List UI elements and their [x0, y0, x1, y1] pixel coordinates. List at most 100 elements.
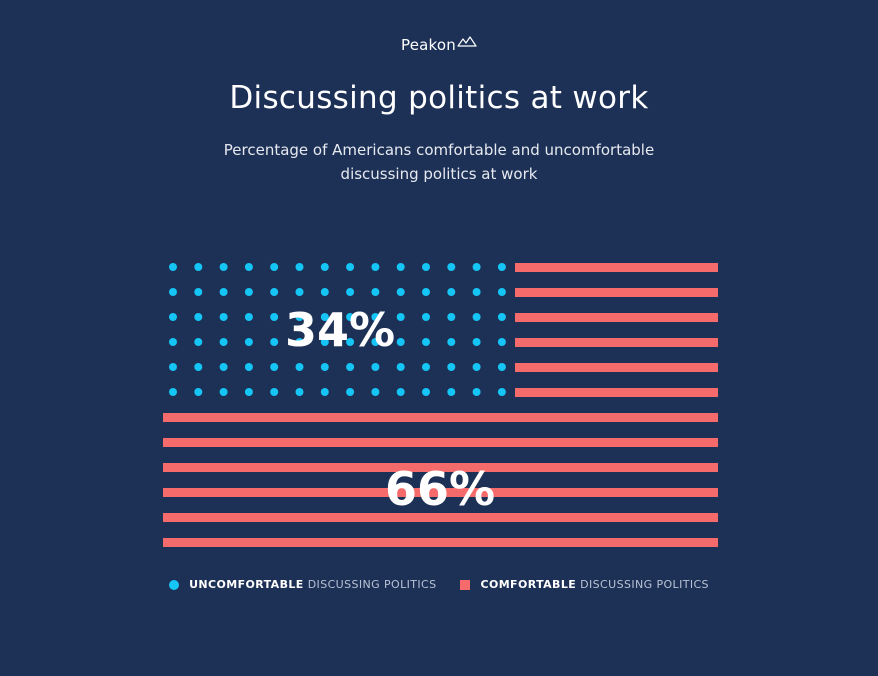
uncomfortable-dot [422, 388, 430, 396]
uncomfortable-dot [447, 313, 456, 321]
uncomfortable-dot [270, 363, 279, 371]
uncomfortable-dot [447, 288, 456, 296]
uncomfortable-dot [447, 338, 456, 346]
uncomfortable-dot [371, 288, 380, 296]
chart-title: Discussing politics at work [229, 80, 649, 116]
uncomfortable-dot [244, 363, 253, 371]
uncomfortable-dot [497, 388, 506, 396]
flag-pictogram: 34% 66% [163, 263, 718, 547]
comfortable-stripe [163, 438, 718, 447]
uncomfortable-dot [244, 313, 253, 321]
comfortable-stripes-group [163, 263, 718, 547]
uncomfortable-dot [396, 313, 405, 321]
comfortable-stripe [163, 488, 718, 497]
uncomfortable-dot [169, 363, 177, 371]
uncomfortable-dot [497, 263, 506, 271]
uncomfortable-dot [295, 288, 304, 296]
chart-subtitle: Percentage of Americans comfortable and … [0, 138, 878, 186]
uncomfortable-dot [346, 388, 355, 396]
comfortable-stripe [163, 513, 718, 522]
uncomfortable-dot [396, 338, 405, 346]
uncomfortable-dot [244, 288, 253, 296]
uncomfortable-dot [346, 263, 355, 271]
uncomfortable-dot [320, 388, 329, 396]
comfortable-stripe [515, 363, 718, 372]
uncomfortable-dot [472, 338, 481, 346]
uncomfortable-dot [270, 338, 279, 346]
uncomfortable-dot [219, 313, 228, 321]
logo-text: Peakon [401, 36, 456, 54]
legend-item-uncomfortable: UNCOMFORTABLE DISCUSSING POLITICS [169, 578, 436, 591]
uncomfortable-dot [219, 338, 228, 346]
uncomfortable-dot [194, 313, 203, 321]
uncomfortable-dot [346, 363, 355, 371]
uncomfortable-dot [447, 263, 456, 271]
uncomfortable-dot [371, 363, 380, 371]
uncomfortable-dot [244, 263, 253, 271]
uncomfortable-dot [194, 288, 203, 296]
uncomfortable-dot [169, 313, 177, 321]
uncomfortable-dot [422, 263, 430, 271]
data-label-uncomfortable: 34% [285, 303, 395, 357]
uncomfortable-dot [194, 338, 203, 346]
uncomfortable-dot [472, 263, 481, 271]
uncomfortable-dot [371, 313, 380, 321]
uncomfortable-dot [447, 363, 456, 371]
uncomfortable-dot [472, 313, 481, 321]
uncomfortable-dot [422, 363, 430, 371]
uncomfortable-dot [194, 263, 203, 271]
comfortable-stripe [515, 388, 718, 397]
uncomfortable-dot [320, 363, 329, 371]
uncomfortable-dot [422, 288, 430, 296]
subtitle-line-2: discussing politics at work [340, 165, 538, 183]
uncomfortable-dot [320, 263, 329, 271]
comfortable-stripe [515, 288, 718, 297]
uncomfortable-dot [295, 388, 304, 396]
uncomfortable-dot [244, 388, 253, 396]
uncomfortable-dot [422, 338, 430, 346]
uncomfortable-dot [270, 288, 279, 296]
uncomfortable-dot [346, 288, 355, 296]
uncomfortable-dot [396, 363, 405, 371]
uncomfortable-dot [169, 338, 177, 346]
uncomfortable-dot [270, 263, 279, 271]
uncomfortable-dot [295, 363, 304, 371]
uncomfortable-dot [244, 338, 253, 346]
uncomfortable-dot [371, 338, 380, 346]
data-label-comfortable: 66% [385, 462, 495, 516]
uncomfortable-dot [346, 313, 355, 321]
uncomfortable-dot [396, 263, 405, 271]
legend-dot-icon [169, 579, 180, 590]
uncomfortable-dot [194, 363, 203, 371]
uncomfortable-dot [219, 388, 228, 396]
uncomfortable-dot [169, 388, 177, 396]
uncomfortable-dot [320, 313, 329, 321]
mountain-icon [457, 36, 477, 47]
uncomfortable-dot [497, 363, 506, 371]
legend-label-light: DISCUSSING POLITICS [307, 578, 437, 591]
comfortable-stripe [515, 263, 718, 272]
uncomfortable-dot [346, 338, 355, 346]
uncomfortable-dot [295, 338, 304, 346]
uncomfortable-dot [320, 288, 329, 296]
legend-label-light: DISCUSSING POLITICS [580, 578, 709, 591]
comfortable-stripe [163, 413, 718, 422]
legend-label-strong: COMFORTABLE [480, 578, 577, 591]
uncomfortable-dot [295, 313, 304, 321]
uncomfortable-dot [497, 288, 506, 296]
uncomfortable-dot [497, 338, 506, 346]
peakon-logo: Peakon [0, 36, 878, 54]
uncomfortable-dot [219, 363, 228, 371]
uncomfortable-dot [219, 288, 228, 296]
uncomfortable-dot [472, 363, 481, 371]
uncomfortable-dot [447, 388, 456, 396]
uncomfortable-dot [169, 263, 177, 271]
comfortable-stripe [515, 313, 718, 322]
uncomfortable-dot [472, 388, 481, 396]
comfortable-stripe [163, 538, 718, 547]
uncomfortable-dot [396, 388, 405, 396]
legend-label-strong: UNCOMFORTABLE [189, 578, 304, 591]
legend-item-comfortable: COMFORTABLE DISCUSSING POLITICS [460, 578, 709, 591]
legend-square-icon [460, 579, 471, 590]
legend: UNCOMFORTABLE DISCUSSING POLITICS COMFOR… [0, 578, 878, 591]
